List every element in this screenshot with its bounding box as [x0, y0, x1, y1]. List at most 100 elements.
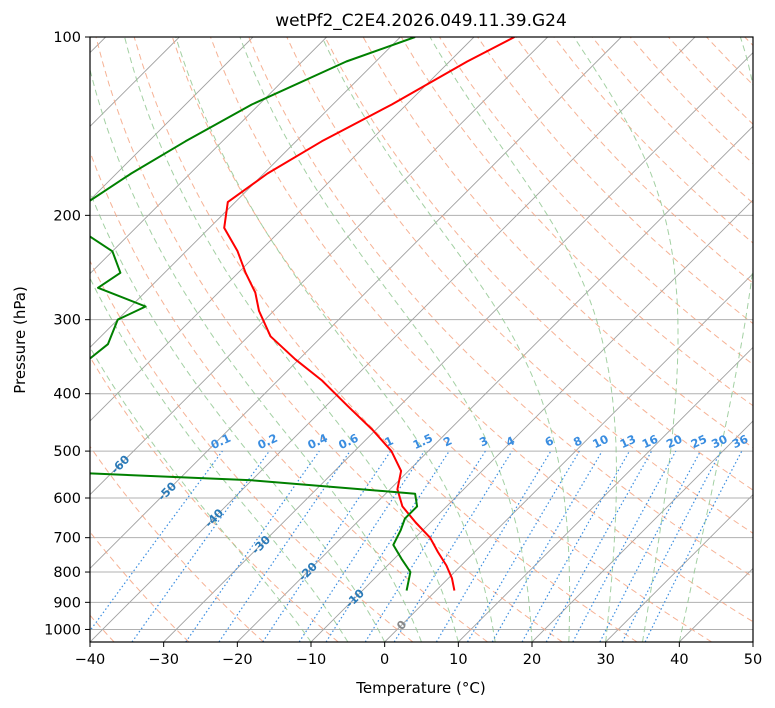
- x-tick-label: 40: [670, 652, 688, 668]
- isotherm-line: [310, 199, 753, 642]
- isotherm-line: [90, 37, 254, 201]
- mixing-ratio-line: [521, 450, 631, 642]
- mixing-ratio-line: [644, 450, 743, 642]
- dry-adiabat-line: [171, 37, 712, 642]
- x-tick-label: 20: [523, 652, 541, 668]
- moist-adiabat-line: [90, 346, 312, 642]
- mixing-ratio-label: 2: [441, 433, 454, 449]
- x-tick-label: 0: [380, 652, 389, 668]
- isotherm-line: [163, 52, 753, 642]
- isotherm-line: [90, 37, 696, 642]
- plot-area: -100-90-80-70-60-50-40-30-20-100 0.10.20…: [14, 37, 753, 642]
- moist-adiabat-line: [124, 37, 459, 642]
- isotherm-lines: [90, 37, 753, 642]
- mixing-ratio-line: [466, 450, 580, 642]
- moist-adiabat-line: [573, 37, 679, 642]
- dry-adiabat-line: [286, 37, 753, 534]
- mixing-ratio-line: [572, 450, 677, 642]
- mixing-ratio-label: 0.1: [209, 431, 233, 452]
- y-tick-label: 900: [53, 595, 81, 611]
- isotherm-line: [531, 420, 753, 642]
- x-tick-label: −30: [148, 652, 179, 668]
- y-tick-label: 1000: [44, 622, 81, 638]
- mixing-ratio-line: [298, 450, 425, 642]
- mixing-ratio-line: [545, 450, 653, 642]
- mixing-ratio-line: [364, 450, 486, 642]
- isotherm-line: [90, 37, 401, 348]
- x-axis: −40 −30 −20 −10 0 10 20 30 40 50: [75, 642, 762, 668]
- isotherm-label: -80: [14, 399, 39, 424]
- x-tick-label: −20: [222, 652, 253, 668]
- x-tick-label: −40: [75, 652, 106, 668]
- mixing-ratio-line: [90, 450, 223, 632]
- mixing-ratio-line: [218, 450, 351, 642]
- y-tick-label: 500: [53, 444, 81, 460]
- x-tick-label: 30: [596, 652, 614, 668]
- y-tick-label: 200: [53, 208, 81, 224]
- dewpoint-profile-line: [90, 37, 419, 591]
- mixing-ratio-label: 0.2: [255, 431, 279, 452]
- dry-adiabat-line: [248, 37, 753, 578]
- moist-adiabat-line: [175, 37, 496, 642]
- y-tick-label: 300: [53, 313, 81, 329]
- y-tick-label: 700: [53, 531, 81, 547]
- isotherm-line: [605, 494, 753, 642]
- y-tick-label: 600: [53, 491, 81, 507]
- y-axis: 1000 900 800 700 600 500 400 300 200 100: [44, 30, 90, 638]
- y-axis-label: Pressure (hPa): [11, 286, 29, 394]
- x-tick-label: 50: [744, 652, 762, 668]
- isotherm-line: [90, 37, 548, 496]
- mixing-ratio-line: [185, 450, 320, 642]
- y-tick-label: 100: [53, 30, 81, 46]
- isotherm-line: [384, 273, 753, 642]
- mixing-ratio-lines: [90, 450, 743, 642]
- mixing-ratio-label: 30: [709, 432, 729, 451]
- dry-adiabat-line: [90, 259, 414, 642]
- mixing-ratio-label: 25: [689, 432, 709, 451]
- dry-adiabat-line: [591, 37, 753, 204]
- mixing-ratio-label: 36: [730, 432, 750, 451]
- mixing-ratio-label: 16: [640, 432, 660, 451]
- dry-adiabat-lines: [90, 37, 753, 642]
- mixing-ratio-label: 20: [664, 432, 684, 451]
- chart-title: wetPf2_C2E4.2026.049.11.39.G24: [275, 11, 567, 31]
- moist-adiabat-line: [90, 277, 349, 642]
- plot-frame: [89, 36, 754, 643]
- mixing-ratio-label: 3: [477, 433, 490, 449]
- isotherm-line: [458, 346, 753, 642]
- dry-adiabat-line: [90, 445, 264, 642]
- dry-adiabat-line: [744, 37, 753, 47]
- moist-adiabat-line: [90, 67, 422, 642]
- dry-adiabat-line: [553, 37, 753, 244]
- mixing-ratio-label: 10: [590, 432, 610, 451]
- dry-adiabat-line: [668, 37, 753, 125]
- dry-adiabat-line: [90, 356, 339, 642]
- moist-adiabat-line: [429, 37, 617, 642]
- temperature-profile-line: [223, 37, 515, 591]
- moist-adiabat-lines: [90, 37, 753, 642]
- mixing-ratio-label: 8: [571, 433, 584, 449]
- isotherm-line: [752, 641, 753, 642]
- moist-adiabat-line: [90, 190, 386, 642]
- isotherm-line: [90, 37, 327, 275]
- isotherm-line: [679, 567, 753, 642]
- x-axis-label: Temperature (°C): [355, 679, 485, 697]
- mixing-ratio-line: [131, 450, 270, 642]
- dry-adiabat-line: [95, 37, 563, 642]
- dry-adiabat-line: [210, 37, 753, 623]
- isotherm-line: [237, 125, 753, 642]
- mixing-ratio-label: 1.5: [411, 431, 435, 452]
- moist-adiabat-line: [678, 37, 753, 642]
- dry-adiabat-line: [324, 37, 753, 491]
- sounding-profiles: [90, 37, 515, 591]
- mixing-ratio-line: [262, 450, 392, 642]
- y-tick-label: 400: [53, 387, 81, 403]
- dry-adiabat-line: [706, 37, 753, 86]
- x-tick-label: 10: [449, 652, 467, 668]
- isotherm-line: [90, 37, 475, 422]
- isotherm-line: [90, 37, 622, 569]
- pressure-gridlines: [90, 37, 753, 630]
- dry-adiabat-line: [515, 37, 753, 284]
- y-tick-label: 800: [53, 565, 81, 581]
